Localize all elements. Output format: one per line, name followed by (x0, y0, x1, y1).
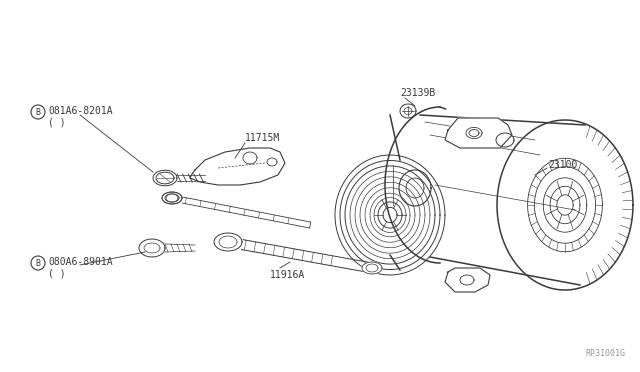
Text: ( ): ( ) (48, 117, 66, 127)
Polygon shape (445, 268, 490, 292)
Polygon shape (214, 233, 242, 251)
Text: 081A6-8201A: 081A6-8201A (48, 106, 113, 116)
Text: 23139B: 23139B (400, 88, 435, 98)
Text: 11916A: 11916A (270, 270, 305, 280)
Polygon shape (445, 118, 512, 148)
Text: B: B (35, 259, 40, 267)
Polygon shape (139, 239, 165, 257)
Polygon shape (162, 192, 182, 204)
Text: 11715M: 11715M (245, 133, 280, 143)
Text: 23100: 23100 (548, 160, 577, 170)
Polygon shape (362, 262, 382, 274)
Text: 080A6-8901A: 080A6-8901A (48, 257, 113, 267)
Text: ( ): ( ) (48, 268, 66, 278)
Polygon shape (190, 148, 285, 185)
Text: RP31001G: RP31001G (585, 349, 625, 358)
Text: B: B (35, 108, 40, 116)
